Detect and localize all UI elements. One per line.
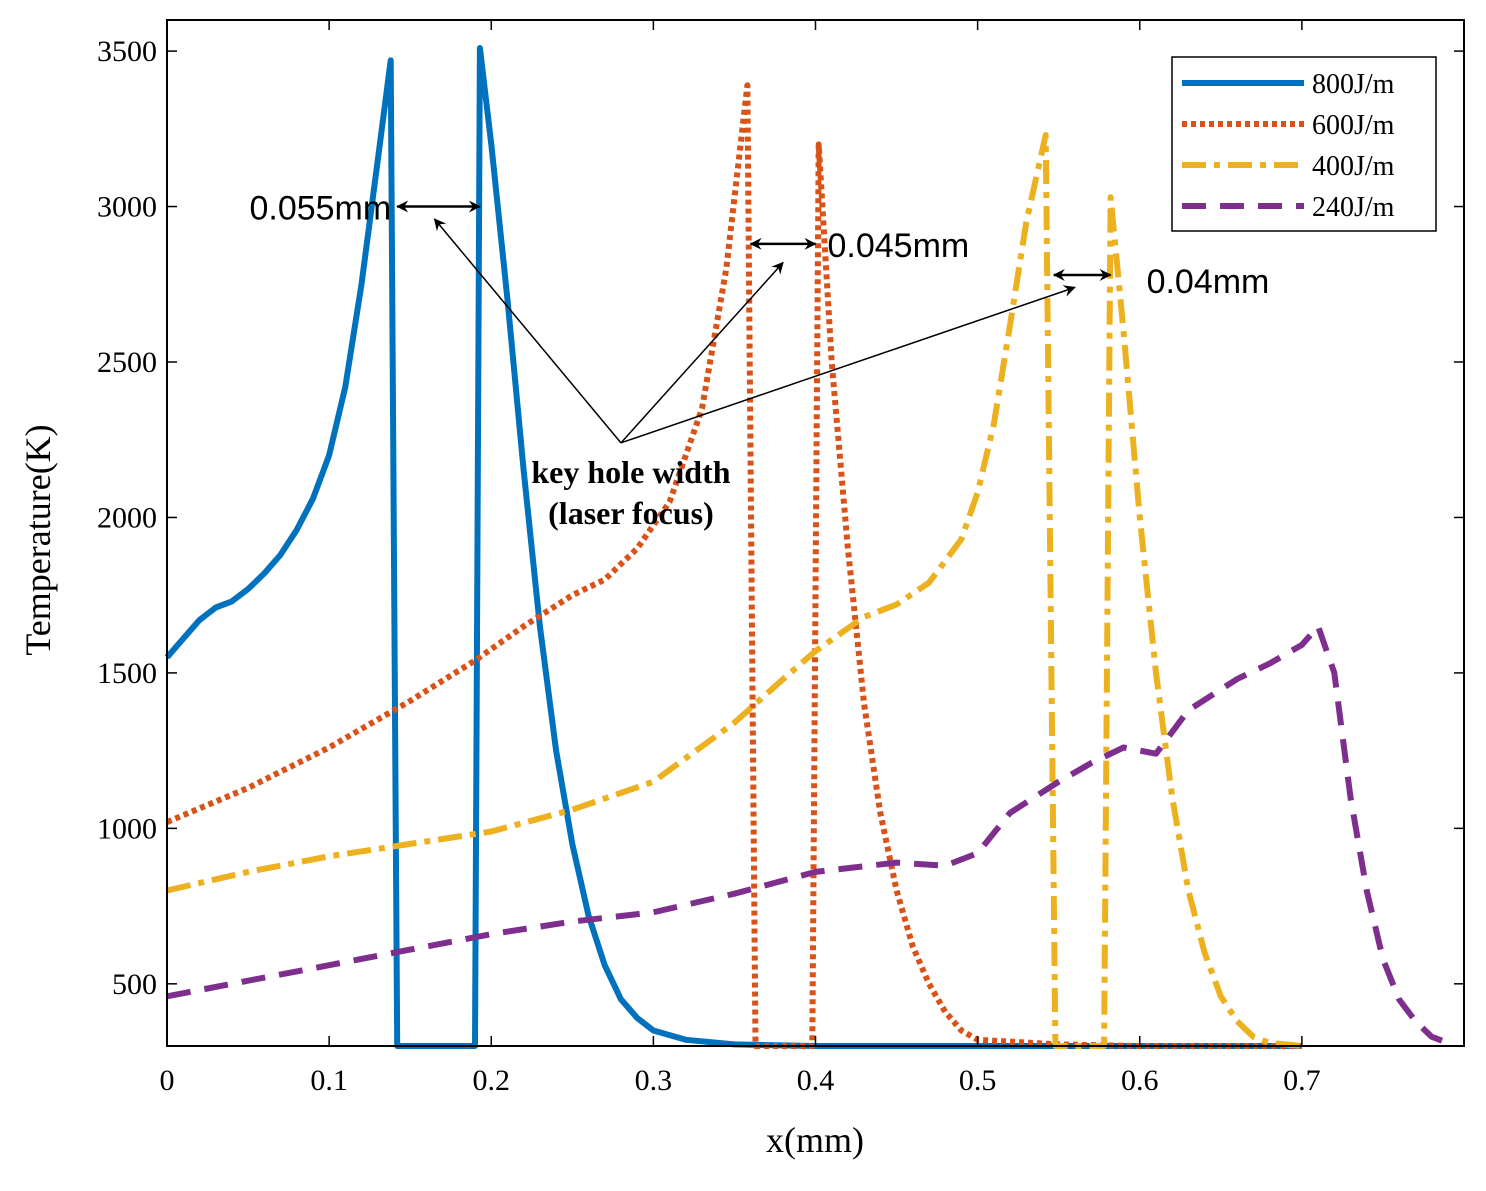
legend-label-600j-m: 600J/m <box>1312 110 1395 141</box>
series-line-240j-m <box>166 623 1449 1046</box>
series-line-800j-m <box>164 45 1302 1049</box>
y-axis-label: Temperature(K) <box>18 424 58 655</box>
y-tick-label: 2500 <box>97 346 157 379</box>
note-pointer-line <box>620 285 1076 444</box>
x-tick-label: 0.6 <box>1121 1064 1159 1097</box>
width-annotation-label: 0.04mm <box>1147 263 1270 301</box>
axes-box <box>166 19 1465 1047</box>
note-pointer-line <box>620 261 784 444</box>
x-tick-label: 0.2 <box>473 1064 511 1097</box>
y-tick-label: 1500 <box>97 657 157 690</box>
legend-label-240j-m: 240J/m <box>1312 192 1395 223</box>
ticks-layer: 0 0.1 0.2 0.3 0.4 0.5 0.6 0.7 500 1000 1500 2000 250… <box>97 20 1464 1097</box>
x-tick-label: 0.1 <box>310 1064 348 1097</box>
series-line-400j-m <box>166 132 1303 1049</box>
x-tick-label: 0.5 <box>959 1064 997 1097</box>
y-tick-label: 1000 <box>97 812 157 845</box>
legend-label-800j-m: 800J/m <box>1312 69 1395 100</box>
y-tick-label: 500 <box>112 968 157 1001</box>
note-text-line: key hole width <box>531 454 730 490</box>
x-tick-label: 0.4 <box>797 1064 835 1097</box>
legend: 800J/m 600J/m 400J/m 240J/m <box>1171 56 1437 232</box>
x-axis-label: x(mm) <box>766 1120 864 1160</box>
y-tick-label: 3500 <box>97 35 157 68</box>
note-text-line: (laser focus) <box>548 495 714 531</box>
y-tick-label: 2000 <box>97 501 157 534</box>
width-annotation-label: 0.045mm <box>828 227 970 265</box>
legend-label-400j-m: 400J/m <box>1312 151 1395 182</box>
y-tick-label: 3000 <box>97 191 157 224</box>
width-annotation-label: 0.055mm <box>249 190 391 228</box>
note-pointer-line <box>433 218 622 444</box>
annotations-layer: 0.055mm 0.045mm 0.04mm key hole width (laser… <box>249 190 1269 531</box>
x-tick-label: 0 <box>160 1064 175 1097</box>
x-tick-label: 0.7 <box>1283 1064 1321 1097</box>
x-tick-label: 0.3 <box>635 1064 673 1097</box>
